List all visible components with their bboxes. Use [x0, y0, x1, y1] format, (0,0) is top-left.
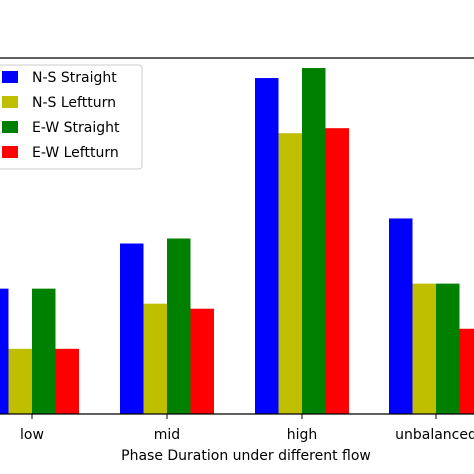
bar-high-n-s-straight: [255, 78, 279, 414]
bar-low-e-w-leftturn: [55, 348, 79, 414]
bar-mid-n-s-leftturn: [143, 303, 167, 414]
bar-unbalanced-n-s-leftturn: [412, 283, 436, 414]
legend: N-S Straight N-S Leftturn E-W Straight E-W …: [0, 64, 143, 170]
legend-swatch-e-w-leftturn: [2, 146, 18, 158]
legend-swatch-n-s-straight: [2, 71, 18, 83]
x-tick-label-unbalanced: unbalanced: [395, 427, 474, 443]
bar-unbalanced-n-s-straight: [389, 218, 413, 414]
bar-low-n-s-straight: [0, 288, 9, 414]
bar-low-e-w-straight: [32, 288, 56, 414]
bar-high-e-w-straight: [302, 68, 326, 414]
x-ticks-group: low mid high unbalanced: [20, 414, 474, 443]
bar-low-n-s-leftturn: [8, 348, 32, 414]
x-tick-label-low: low: [20, 427, 44, 443]
bar-high-e-w-leftturn: [325, 128, 349, 414]
legend-swatch-n-s-leftturn: [2, 96, 18, 108]
bar-mid-e-w-straight: [167, 238, 191, 414]
bars-group: [0, 68, 474, 414]
legend-swatch-e-w-straight: [2, 121, 18, 133]
legend-label-n-s-straight: N-S Straight: [32, 70, 117, 86]
bar-unbalanced-e-w-straight: [436, 283, 460, 414]
legend-label-e-w-leftturn: E-W Leftturn: [32, 145, 119, 161]
legend-label-n-s-leftturn: N-S Leftturn: [32, 95, 116, 111]
bar-unbalanced-e-w-leftturn: [459, 328, 474, 414]
x-tick-label-high: high: [287, 427, 318, 443]
legend-label-e-w-straight: E-W Straight: [32, 120, 120, 136]
bar-mid-n-s-straight: [120, 243, 144, 414]
bar-high-n-s-leftturn: [278, 133, 302, 414]
legend-frame: [0, 64, 143, 170]
x-axis-label: Phase Duration under different flow: [121, 448, 371, 464]
bar-mid-e-w-leftturn: [190, 308, 214, 414]
x-tick-label-mid: mid: [154, 427, 180, 443]
